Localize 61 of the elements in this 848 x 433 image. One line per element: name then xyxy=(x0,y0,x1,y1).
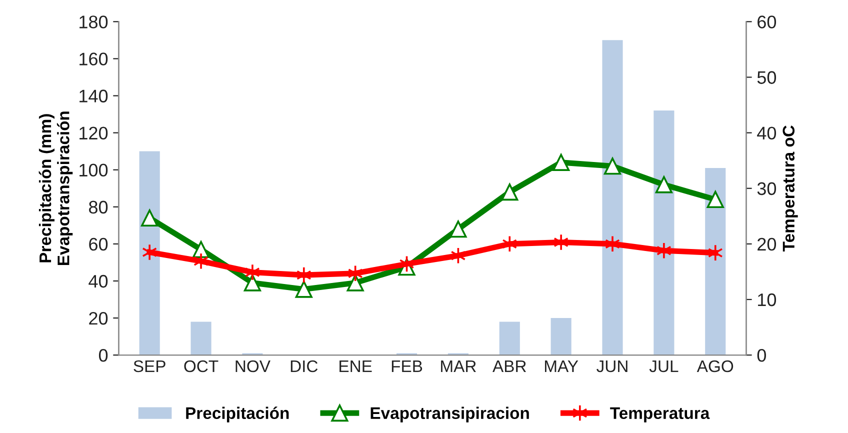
point xyxy=(501,184,518,201)
x-tick-label: AGO xyxy=(696,360,734,372)
x-tick-label: DIC xyxy=(290,360,318,372)
point xyxy=(656,242,672,260)
x-tick-label: JUN xyxy=(596,360,628,372)
point xyxy=(142,244,158,261)
legend-label: Temperatura xyxy=(610,407,710,422)
x-tick-label: ENE xyxy=(340,360,372,372)
point xyxy=(450,220,467,238)
x-tick-label: ABR xyxy=(492,360,526,372)
y-tick-label: 140 xyxy=(80,90,108,102)
point xyxy=(604,158,622,175)
bar xyxy=(705,168,726,356)
x-tick-label: MAR xyxy=(441,360,476,372)
y-tick-label: 100 xyxy=(80,164,108,177)
y2-tick-label: 10 xyxy=(758,293,776,306)
point xyxy=(244,274,261,292)
y2-tick-label: 50 xyxy=(757,71,776,84)
point xyxy=(346,274,364,292)
x-tick-label: FEB xyxy=(392,360,422,372)
point xyxy=(708,244,723,262)
point xyxy=(502,235,518,252)
x-tick-label: NOV xyxy=(236,360,270,372)
point xyxy=(244,264,260,281)
y-axis-title: Precipitación (mm) Evapotranspiración xyxy=(38,112,73,266)
y-tick-label: 180 xyxy=(80,16,108,28)
point xyxy=(141,209,158,227)
y-tick-label: 40 xyxy=(88,274,108,288)
y-tick-label: 60 xyxy=(89,238,108,251)
point xyxy=(192,240,210,258)
y-tick-label: 80 xyxy=(89,200,108,214)
y-tick-label: 0 xyxy=(98,348,108,362)
legend-label: Evapotransipiracion xyxy=(370,406,529,422)
bar xyxy=(550,318,572,356)
x-tick-label: OCT xyxy=(184,360,218,372)
point xyxy=(552,154,570,171)
y2-tick-label: 30 xyxy=(757,182,776,196)
x-tick-label: MAY xyxy=(544,360,578,372)
bar xyxy=(190,322,212,356)
y-tick-label: 20 xyxy=(89,312,108,325)
bar xyxy=(499,322,520,356)
point xyxy=(604,235,620,252)
y2-tick-label: 0 xyxy=(757,348,766,362)
point xyxy=(295,280,312,298)
x-tick-label: JUL xyxy=(649,360,678,372)
legend-label: Precipitación xyxy=(186,406,289,422)
x-tick-label: SEP xyxy=(134,360,166,372)
y2-tick-label: 40 xyxy=(757,126,776,140)
point xyxy=(706,190,724,208)
point xyxy=(194,252,209,270)
y2-axis-title: Temperatura oC xyxy=(782,126,798,252)
point xyxy=(296,266,312,284)
bar xyxy=(654,110,674,356)
point xyxy=(655,176,672,194)
point xyxy=(554,234,569,251)
y-tick-label: 120 xyxy=(80,126,108,140)
bar xyxy=(602,40,623,356)
bar xyxy=(139,151,160,356)
y-tick-label: 160 xyxy=(80,52,108,66)
y2-tick-label: 20 xyxy=(758,238,776,251)
y2-tick-label: 60 xyxy=(758,16,776,28)
